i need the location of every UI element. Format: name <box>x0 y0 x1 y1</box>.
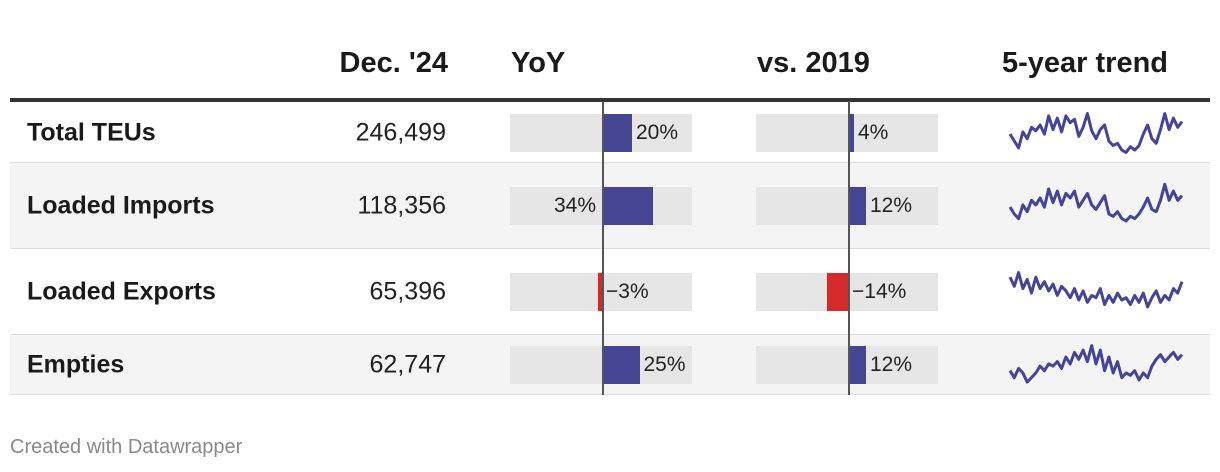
yoy-cell: 25% <box>510 346 692 384</box>
header-rule <box>10 98 1210 102</box>
yoy-label: 20% <box>636 120 679 144</box>
vs-2019-cell: 4% <box>756 113 938 152</box>
yoy-bar <box>597 273 602 311</box>
bar-track <box>756 113 938 152</box>
column-header-yoy: YoY <box>511 47 566 79</box>
bar-track <box>510 113 692 152</box>
column-header-dec-24: Dec. '24 <box>339 47 448 79</box>
yoy-cell: 20% <box>510 113 692 152</box>
table-row: Total TEUs 246,499 20% 4% <box>10 102 1210 163</box>
vs-2019-bar <box>848 187 866 225</box>
bar-track <box>510 187 692 225</box>
row-divider <box>10 248 1210 249</box>
dec-24-value: 246,499 <box>355 118 446 146</box>
footer-credit: Created with Datawrapper <box>10 436 243 458</box>
vs-2019-label: 4% <box>858 120 889 144</box>
bar-track <box>756 187 938 225</box>
vs-2019-cell: 12% <box>756 346 938 384</box>
vs-2019-zero-line <box>848 101 850 395</box>
yoy-cell: 34% <box>510 187 692 225</box>
vs-2019-cell: −14% <box>756 273 938 311</box>
yoy-bar <box>602 187 653 225</box>
row-divider <box>10 334 1210 335</box>
trend-sparkline <box>1008 344 1184 384</box>
trend-sparkline <box>1008 271 1184 309</box>
row-divider <box>10 162 1210 163</box>
table-row: Loaded Imports 118,356 34% 12% <box>10 163 1210 249</box>
vs-2019-label: −14% <box>852 280 907 303</box>
yoy-bar <box>602 113 632 152</box>
vs-2019-bar <box>848 346 866 384</box>
bar-track <box>756 346 938 384</box>
vs-2019-bar <box>827 273 848 311</box>
row-label: Empties <box>27 350 125 379</box>
bar-track <box>510 346 692 384</box>
column-header-5-year-trend: 5-year trend <box>1002 47 1169 79</box>
dec-24-value: 118,356 <box>357 191 446 220</box>
vs-2019-cell: 12% <box>756 187 938 225</box>
yoy-label: 34% <box>553 194 596 217</box>
dec-24-value: 62,747 <box>369 350 446 379</box>
row-label: Total TEUs <box>27 118 156 146</box>
yoy-label: −3% <box>606 280 649 303</box>
trend-line <box>1008 111 1184 154</box>
row-label: Loaded Exports <box>27 277 216 306</box>
yoy-bar <box>602 346 640 384</box>
vs-2019-label: 12% <box>870 194 913 217</box>
trend-sparkline <box>1008 182 1184 223</box>
vs-2019-label: 12% <box>870 353 913 376</box>
yoy-cell: −3% <box>510 273 692 311</box>
table-row: Loaded Exports 65,396 −3% −14% <box>10 249 1210 335</box>
trend-sparkline <box>1008 111 1184 154</box>
column-header-vs-2019: vs. 2019 <box>757 47 870 79</box>
table-row: Empties 62,747 25% 12% <box>10 335 1210 395</box>
trend-line <box>1008 182 1184 223</box>
row-label: Loaded Imports <box>27 191 215 220</box>
yoy-zero-line <box>602 101 604 395</box>
trend-line <box>1008 344 1184 384</box>
yoy-label: 25% <box>643 353 686 376</box>
dec-24-value: 65,396 <box>369 277 446 306</box>
vs-2019-bar <box>848 113 854 152</box>
row-divider <box>10 394 1210 395</box>
trend-line <box>1008 271 1184 309</box>
